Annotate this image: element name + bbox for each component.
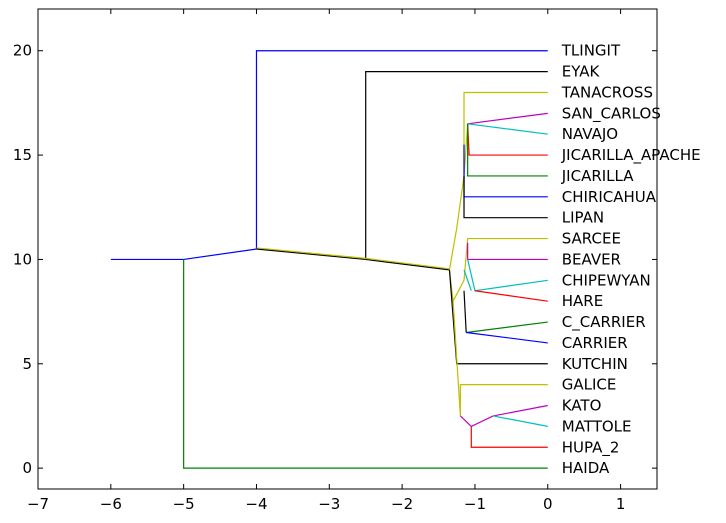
dendrogram-edge [466, 331, 548, 344]
y-tick-label: 5 [22, 355, 32, 373]
dendrogram-edges [110, 50, 548, 469]
dendrogram-edge [448, 269, 548, 365]
leaf-label: HARE [562, 292, 603, 310]
leaf-label: EYAK [562, 63, 601, 81]
dendrogram-edge [452, 301, 548, 416]
dendrogram-edge [183, 259, 548, 469]
x-tick-label: −1 [464, 495, 486, 513]
dendrogram-edge [463, 91, 548, 176]
leaf-label: CHIPEWYAN [562, 271, 651, 289]
leaf-label: KATO [562, 397, 602, 415]
dendrogram-edge [463, 290, 467, 333]
leaf-label: MATTOLE [562, 417, 632, 435]
x-tick-label: 1 [616, 495, 626, 513]
y-axis-ticks: 0 5 10 15 20 [13, 42, 657, 477]
dendrogram-edge [463, 175, 548, 219]
y-tick-label: 0 [22, 459, 32, 477]
dendrogram-edge [493, 415, 548, 427]
dendrogram-edge [467, 242, 548, 261]
x-tick-label: −3 [318, 495, 340, 513]
leaf-label: TANACROSS [561, 83, 653, 101]
x-tick-label: −6 [100, 495, 122, 513]
leaf-label: HUPA_2 [562, 438, 620, 457]
y-tick-label: 15 [13, 146, 32, 164]
dendrogram-edge [463, 144, 548, 198]
x-axis-ticks: −7 −6 −5 −4 −3 −2 −1 0 1 [27, 9, 625, 513]
dendrogram-edge [365, 71, 548, 260]
leaf-label: TLINGIT [561, 42, 621, 60]
dendrogram-edge [448, 123, 469, 270]
leaf-label: HAIDA [562, 459, 610, 477]
leaf-label: LIPAN [562, 209, 604, 227]
dendrogram-edge [474, 290, 548, 302]
plot-frame [37, 8, 658, 490]
leaf-label: SARCEE [562, 230, 621, 248]
dendrogram-edge [467, 259, 548, 292]
x-tick-label: −2 [391, 495, 413, 513]
leaf-label: JICARILLA [561, 167, 634, 185]
leaf-label: SAN_CARLOS [562, 104, 661, 123]
dendrogram-edge [255, 50, 548, 249]
leaf-label: KUTCHIN [562, 355, 628, 373]
leaf-label: C_CARRIER [562, 313, 646, 332]
y-tick-label: 10 [13, 250, 32, 268]
leaf-label: BEAVER [562, 250, 621, 268]
x-tick-label: −7 [27, 495, 49, 513]
dendrogram-edge [256, 247, 450, 270]
dendrogram-edge [466, 321, 548, 334]
x-tick-label: 0 [543, 495, 553, 513]
dendrogram-edge [365, 258, 450, 271]
leaf-label: NAVAJO [562, 125, 618, 143]
dendrogram-edge [470, 426, 548, 448]
dendrogram-edge [448, 237, 548, 304]
dendrogram-edge [459, 404, 548, 428]
y-tick-label: 20 [13, 42, 32, 60]
dendrogram-edge [256, 248, 366, 261]
x-tick-label: −5 [173, 495, 195, 513]
leaf-label: GALICE [562, 376, 617, 394]
x-tick-label: −4 [245, 495, 267, 513]
leaf-label: CHIRICAHUA [562, 188, 657, 206]
dendrogram-edge [463, 269, 472, 291]
leaf-label: JICARILLA_APACHE [561, 146, 701, 165]
dendrogram-edge [467, 123, 548, 177]
dendrogram-edge [467, 123, 548, 135]
dendrogram-edge [183, 248, 257, 261]
leaf-labels: TLINGIT EYAK TANACROSS SAN_CARLOS NAVAJO JICA… [561, 42, 701, 477]
dendrogram-edge [467, 112, 548, 125]
leaf-label: CARRIER [562, 334, 628, 352]
